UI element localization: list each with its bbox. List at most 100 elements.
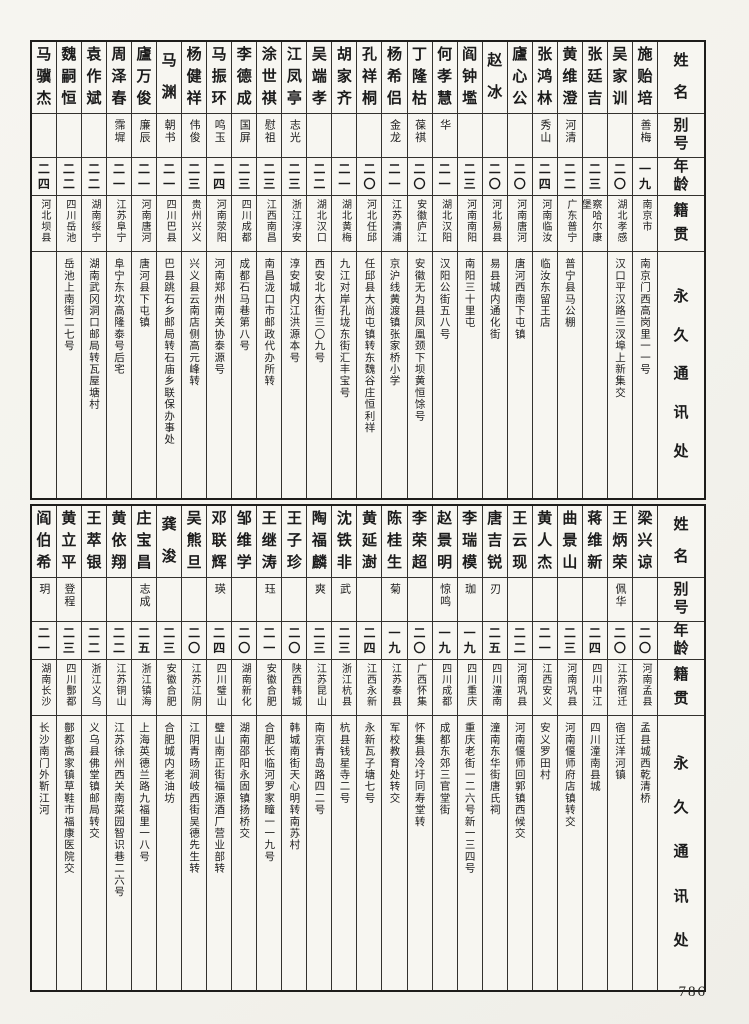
person-age: 一九 bbox=[457, 622, 482, 660]
person-name: 马骥杰 bbox=[31, 42, 56, 114]
person-name: 沈铁非 bbox=[332, 506, 357, 578]
person-address: 九江对岸孔垅东街汇丰宝号 bbox=[338, 258, 350, 399]
person-age: 二五 bbox=[132, 622, 157, 660]
person-column: 孔祥桐二〇河北任邱 任邱县大尚屯镇转东魏谷庄恒利祥 bbox=[356, 42, 382, 498]
person-age: 二二 bbox=[557, 158, 582, 196]
person-age: 二三 bbox=[457, 158, 482, 196]
person-alias bbox=[182, 578, 207, 622]
person-age: 二五 bbox=[482, 622, 507, 660]
person-age: 二一 bbox=[257, 622, 282, 660]
person-alias: 惊鸣 bbox=[432, 578, 457, 622]
person-column: 施贻培善梅一九南京市 南京门西高岗里一一号 bbox=[631, 42, 657, 498]
person-address: 阜宁东坎高隆泰号后宅 bbox=[113, 258, 125, 375]
person-alias: 珈 bbox=[457, 578, 482, 622]
person-alias: 瑛 bbox=[207, 578, 232, 622]
person-address: 巴县跳石乡邮局转石庙乡联保办事处 bbox=[163, 258, 175, 446]
person-native: 江西南昌 bbox=[257, 196, 282, 252]
person-column: 阎钟壏二三河南南阳 南阳三十里屯 bbox=[456, 42, 482, 498]
person-address: 任邱县大尚屯镇转东魏谷庄恒利祥 bbox=[363, 258, 375, 434]
person-address: 临汝东留王店 bbox=[538, 258, 550, 329]
person-column: 杨健祥伟俊二三贵州兴义 兴义县云南店侧高元峰转 bbox=[181, 42, 207, 498]
header-age-label: 年龄 bbox=[658, 158, 704, 196]
person-name: 阎钟壏 bbox=[457, 42, 482, 114]
person-native: 广西怀集 bbox=[407, 660, 432, 716]
person-native: 浙江杭县 bbox=[332, 660, 357, 716]
person-native: 四川潼南 bbox=[482, 660, 507, 716]
person-name: 梁兴谅 bbox=[632, 506, 657, 578]
person-alias: 国屏 bbox=[232, 114, 257, 158]
person-column: 吴家训二〇湖北孝感 汉口平汉路三汊埠上新集交 bbox=[606, 42, 632, 498]
person-column: 王萃银二二浙江义乌 义乌县佛堂镇邮局转交 bbox=[80, 506, 106, 990]
person-column: 梁兴谅二〇河南孟县 孟县城西乾清桥 bbox=[631, 506, 657, 990]
person-native: 湖南新化 bbox=[232, 660, 257, 716]
header-alias-label: 别号 bbox=[658, 578, 704, 622]
person-address: 韩城南街天心明转南苏村 bbox=[288, 722, 300, 851]
person-address: 合肥城内老油坊 bbox=[163, 722, 175, 804]
person-name: 马振环 bbox=[207, 42, 232, 114]
person-address bbox=[583, 252, 607, 498]
person-name: 陶福麟 bbox=[307, 506, 332, 578]
person-column: 黄维澄河清二二广东普宁 普宁县马公棚 bbox=[556, 42, 582, 498]
person-age: 二一 bbox=[31, 622, 56, 660]
person-native: 安徽合肥 bbox=[157, 660, 182, 716]
person-column: 黄人杰二一江西安义 安义罗田村 bbox=[531, 506, 557, 990]
person-age: 二二 bbox=[56, 158, 81, 196]
person-name: 黄立平 bbox=[56, 506, 81, 578]
person-age: 二三 bbox=[157, 622, 182, 660]
person-alias bbox=[332, 114, 357, 158]
person-name: 吴熊旦 bbox=[182, 506, 207, 578]
person-native: 江苏宿迁 bbox=[607, 660, 632, 716]
person-age: 二三 bbox=[582, 158, 607, 196]
person-native: 湖北黄梅 bbox=[332, 196, 357, 252]
person-address: 京沪线黄渡镇张家桥小学 bbox=[388, 258, 400, 387]
person-column: 魏嗣恒二二四川岳池 岳池上南街二七号 bbox=[55, 42, 81, 498]
person-name: 何孝慧 bbox=[432, 42, 457, 114]
person-age: 二〇 bbox=[282, 622, 307, 660]
person-column: 王云现二二河南巩县 河南偃师回郭镇西候交 bbox=[506, 506, 532, 990]
person-age: 二四 bbox=[357, 622, 382, 660]
person-column: 涂世祺慰祖二三江西南昌 南昌泷口市邮政代办所转 bbox=[256, 42, 282, 498]
person-name: 李荣超 bbox=[407, 506, 432, 578]
person-address: 南阳三十里屯 bbox=[463, 258, 475, 329]
person-age: 二三 bbox=[557, 622, 582, 660]
person-column: 庄宝昌志成二五浙江镇海 上海英德兰路九福里一八号 bbox=[131, 506, 157, 990]
person-column: 黄依翔二二江苏铜山 江苏徐州西关南菜园智识巷二六号 bbox=[105, 506, 132, 990]
person-age: 一九 bbox=[632, 158, 657, 196]
directory-table-top: 姓名别号年龄籍贯永久通讯处施贻培善梅一九南京市 南京门西高岗里一一号吴家训二〇湖北… bbox=[30, 40, 706, 500]
person-alias bbox=[407, 578, 432, 622]
person-native: 南京市 bbox=[632, 196, 657, 252]
person-address: 湖南邵阳永固镇扬桥交 bbox=[238, 722, 250, 839]
person-address: 长沙南门外靳江河 bbox=[37, 722, 49, 816]
person-address: 成都石马巷第八号 bbox=[238, 258, 250, 352]
person-alias: 志成 bbox=[132, 578, 157, 622]
person-address: 四川潼南县城 bbox=[588, 722, 600, 793]
person-name: 李瑞模 bbox=[457, 506, 482, 578]
person-column: 龚浚二三安徽合肥 合肥城内老油坊 bbox=[156, 506, 182, 990]
person-age: 二四 bbox=[532, 158, 557, 196]
person-age: 二四 bbox=[207, 622, 232, 660]
person-alias: 菊 bbox=[382, 578, 407, 622]
person-name: 杨健祥 bbox=[182, 42, 207, 114]
person-address: 江苏徐州西关南菜园智识巷二六号 bbox=[113, 722, 125, 898]
person-name: 周泽春 bbox=[106, 42, 132, 114]
person-native: 河北任邱 bbox=[357, 196, 382, 252]
person-name: 赵景明 bbox=[432, 506, 457, 578]
person-age: 二三 bbox=[282, 158, 307, 196]
person-alias: 玥 bbox=[31, 578, 56, 622]
person-native: 湖北孝感 bbox=[607, 196, 632, 252]
person-address: 岳池上南街二七号 bbox=[62, 258, 74, 352]
person-name: 马渊 bbox=[157, 42, 182, 114]
person-age: 二三 bbox=[56, 622, 81, 660]
person-native: 河南荥阳 bbox=[207, 196, 232, 252]
person-age: 二一 bbox=[332, 158, 357, 196]
person-age: 二三 bbox=[257, 158, 282, 196]
person-alias: 爽 bbox=[307, 578, 332, 622]
person-age: 二〇 bbox=[407, 158, 432, 196]
person-native: 浙江义乌 bbox=[81, 660, 106, 716]
person-column: 江凤亭志光二三浙江淳安 淳安城内江洪源本号 bbox=[281, 42, 307, 498]
person-alias: 刃 bbox=[482, 578, 507, 622]
person-native: 河南唐河 bbox=[132, 196, 157, 252]
person-native: 江苏清浦 bbox=[382, 196, 407, 252]
person-column: 李荣超二〇广西怀集 怀集县冷圩同寿堂转 bbox=[406, 506, 432, 990]
